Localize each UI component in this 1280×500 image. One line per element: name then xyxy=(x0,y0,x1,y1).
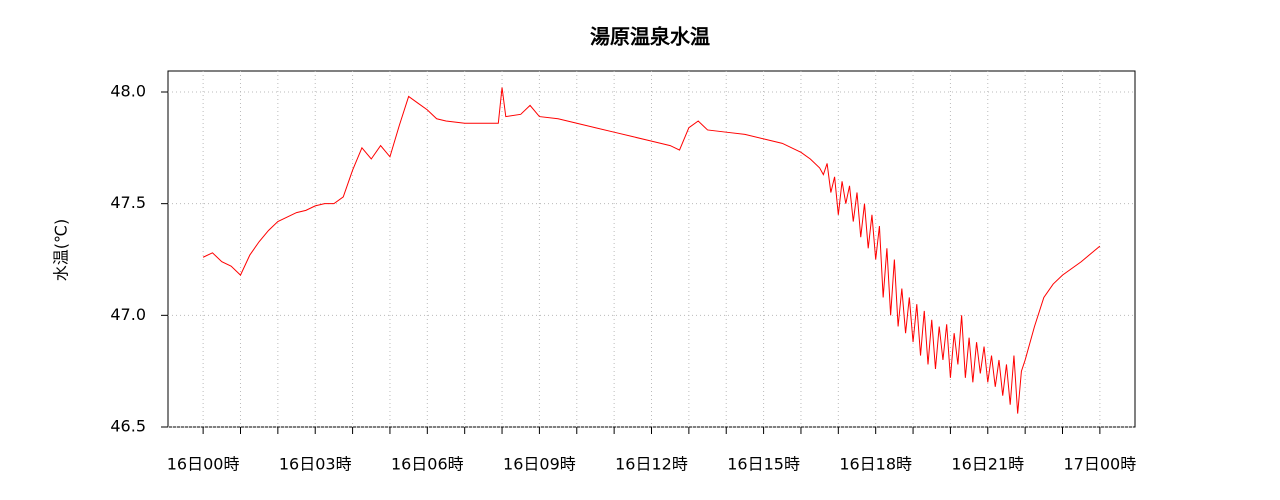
x-tick-label: 16日03時 xyxy=(279,455,352,474)
x-tick-label: 16日18時 xyxy=(839,455,912,474)
x-tick-label: 17日00時 xyxy=(1064,455,1137,474)
x-tick-label: 16日09時 xyxy=(503,455,576,474)
chart-title: 湯原温泉水温 xyxy=(590,25,710,49)
y-axis-label: 水温(℃) xyxy=(52,219,71,281)
plot-frame xyxy=(167,70,1136,428)
x-tick-label: 16日21時 xyxy=(951,455,1024,474)
x-tick-label: 16日00時 xyxy=(167,455,240,474)
y-tick-label: 48.0 xyxy=(110,81,146,100)
x-tick-label: 16日15時 xyxy=(727,455,800,474)
x-tick-label: 16日06時 xyxy=(391,455,464,474)
x-tick-label: 16日12時 xyxy=(615,455,688,474)
data-line xyxy=(202,87,1101,414)
y-tick-label: 47.5 xyxy=(110,193,146,212)
y-tick-label: 46.5 xyxy=(110,417,146,436)
y-tick-label: 47.0 xyxy=(110,305,146,324)
